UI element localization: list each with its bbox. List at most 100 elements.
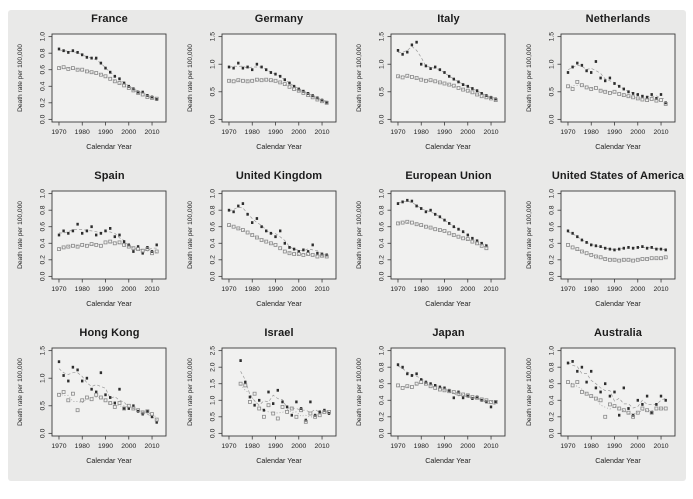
data-point-filled (575, 369, 578, 373)
data-point-open (126, 403, 131, 408)
x-tick-label: 1980 (414, 286, 429, 293)
data-point-filled (146, 409, 149, 413)
data-point-filled (99, 371, 103, 375)
data-point-filled (443, 386, 446, 390)
data-point-open (270, 411, 275, 416)
data-point-open (154, 96, 159, 101)
data-point-filled (612, 248, 616, 252)
x-tick-label: 2010 (483, 443, 498, 450)
data-point-filled (297, 250, 300, 253)
data-point-open (99, 243, 103, 248)
data-point-filled (461, 230, 465, 234)
data-point-filled (136, 245, 140, 248)
data-point-open (470, 90, 475, 95)
data-point-filled (584, 380, 588, 384)
y-axis-label: Death rate per 100,000 (526, 358, 533, 426)
y-axis-label: Death rate per 100,000 (187, 201, 194, 269)
data-point-open (484, 95, 489, 100)
data-point-filled (466, 394, 469, 398)
data-point-open (71, 243, 75, 248)
trend-line-open (397, 221, 487, 248)
data-point-open (598, 255, 602, 260)
data-point-filled (580, 365, 583, 369)
y-tick-label: 0.2 (548, 255, 555, 265)
data-point-open (254, 77, 259, 82)
data-point-open (122, 243, 126, 247)
y-tick-label: 0.8 (209, 205, 216, 215)
data-point-filled (640, 94, 644, 98)
chart-panel-spain: Spain 1970 1980 1990 2000 2010 0.0 0.2 0.4 0.6 0.8… (8, 167, 177, 324)
data-point-open (630, 414, 635, 419)
x-tick-label: 1990 (437, 286, 452, 293)
data-point-filled (109, 396, 112, 399)
data-point-open (324, 254, 329, 259)
data-point-open (447, 231, 452, 236)
data-point-open (122, 406, 126, 411)
data-point-filled (236, 61, 239, 65)
data-point-filled (461, 83, 465, 86)
y-tick-label: 0.0 (548, 271, 555, 281)
data-point-filled (278, 74, 281, 78)
chart-panel-italy: Italy 1970 1980 1990 2000 2010 0.0 0.5 1.0 1.5 Cal… (347, 10, 516, 167)
y-axis-label: Death rate per 100,000 (17, 44, 24, 112)
data-point-filled (448, 222, 451, 225)
x-tick-label: 1970 (560, 443, 575, 450)
y-tick-label: 1.0 (548, 59, 555, 69)
x-tick-label: 1970 (560, 286, 575, 293)
data-point-open (57, 247, 61, 251)
data-point-open (598, 88, 602, 93)
data-point-open (428, 225, 433, 230)
data-point-filled (475, 395, 479, 399)
x-tick-label: 2000 (460, 286, 475, 293)
x-tick-label: 1980 (244, 443, 259, 450)
data-point-open (621, 93, 626, 97)
data-point-filled (57, 47, 61, 51)
data-point-open (273, 243, 277, 247)
data-point-open (126, 244, 131, 249)
data-point-open (663, 406, 668, 411)
data-point-filled (269, 71, 272, 74)
data-point-open (287, 84, 291, 89)
chart-plot: 1970 1980 1990 2000 2010 0.0 0.5 1.0 1.5 Calendar… (17, 346, 167, 465)
x-tick-label: 1980 (75, 129, 90, 136)
chart-panel-netherlands: Netherlands 1970 1980 1990 2000 2010 0.0 0.5 1.0… (517, 10, 686, 167)
data-point-filled (308, 400, 312, 404)
data-point-open (433, 79, 438, 84)
data-point-open (131, 246, 136, 251)
data-point-filled (292, 247, 295, 251)
data-point-open (479, 243, 484, 248)
x-tick-label: 2010 (314, 129, 329, 136)
x-tick-label: 2010 (144, 286, 159, 293)
y-tick-label: 0.0 (548, 428, 555, 438)
data-point-filled (410, 43, 414, 47)
data-point-open (254, 235, 259, 240)
data-point-open (314, 254, 319, 259)
data-point-open (419, 77, 424, 82)
data-point-open (235, 226, 240, 231)
x-axis-label: Calendar Year (86, 299, 132, 308)
data-point-open (314, 97, 319, 102)
data-point-filled (71, 229, 75, 233)
data-point-open (321, 410, 326, 414)
data-point-filled (636, 398, 639, 402)
chart-plot: 1970 1980 1990 2000 2010 0.0 0.2 0.4 0.6 0.8 1.0 Ca… (17, 189, 167, 308)
data-point-open (456, 86, 461, 90)
data-point-filled (109, 227, 112, 230)
data-point-filled (396, 49, 400, 52)
data-point-filled (654, 97, 658, 100)
y-tick-label: 1.0 (40, 189, 47, 199)
data-point-open (94, 71, 99, 75)
data-point-open (602, 414, 607, 419)
data-point-open (231, 224, 235, 229)
data-point-open (238, 381, 242, 386)
data-point-filled (62, 229, 65, 233)
y-tick-label: 0.0 (40, 114, 47, 124)
data-point-filled (401, 200, 404, 204)
data-point-open (565, 84, 570, 89)
data-point-filled (570, 65, 574, 69)
data-point-filled (287, 81, 291, 85)
data-point-filled (434, 212, 437, 216)
data-point-filled (438, 385, 442, 389)
data-point-open (71, 66, 75, 70)
